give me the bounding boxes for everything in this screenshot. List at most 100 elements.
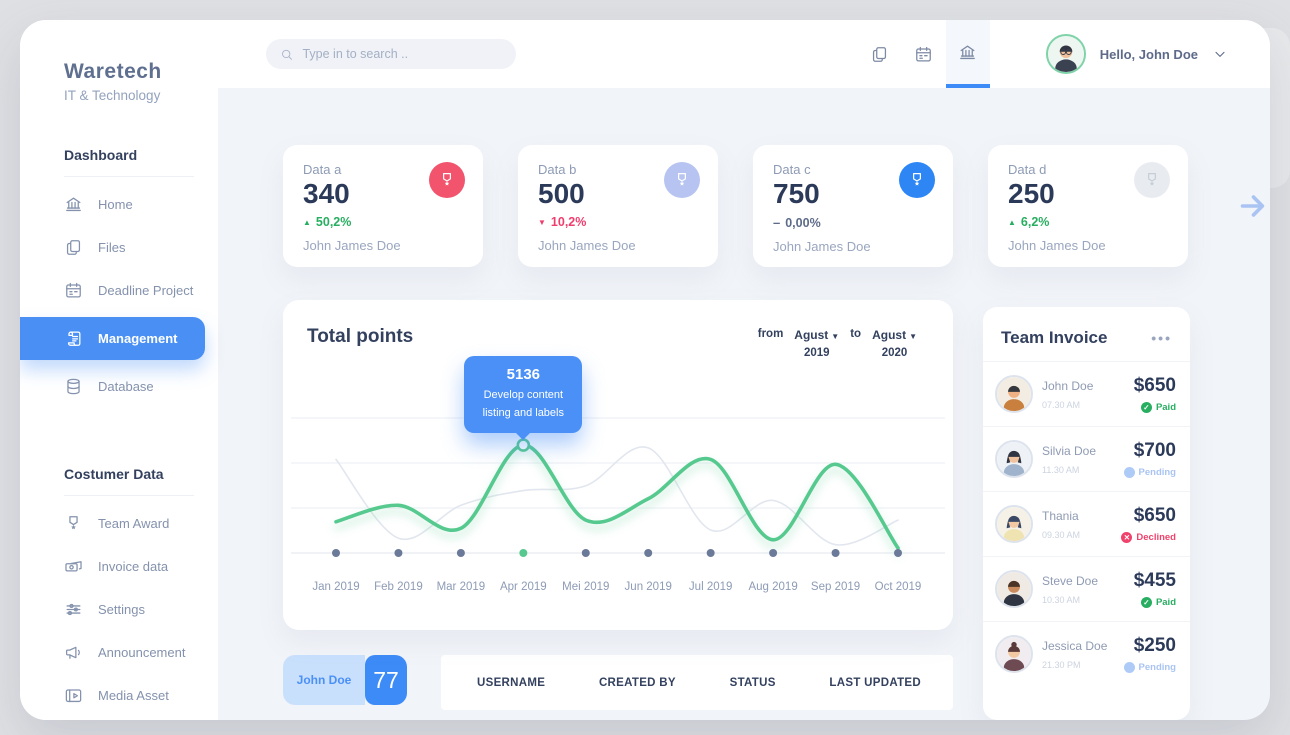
- stat-value: 340: [303, 178, 350, 209]
- search-input[interactable]: [302, 47, 502, 61]
- megaphone-icon: [64, 643, 83, 662]
- bank-icon: [64, 195, 83, 214]
- to-select[interactable]: Agust ▼ 2020: [872, 326, 917, 359]
- stat-card-data-c[interactable]: Data c 750 –0,00% John James Doe: [753, 145, 953, 267]
- status-paid-icon: ✓: [1140, 597, 1152, 608]
- invoice-amount: $455: [1133, 570, 1176, 591]
- chevron-down-icon[interactable]: [1212, 46, 1228, 62]
- tooltip-value: 5136: [506, 366, 541, 383]
- arrow-right-icon[interactable]: [1237, 189, 1270, 223]
- bottom-row: John Doe 77 USERNAME CREATED BY STATUS LAST…: [283, 655, 953, 710]
- avatar: [995, 505, 1033, 543]
- stat-owner: John James Doe: [773, 239, 871, 254]
- x-axis-label: Mar 2019: [437, 581, 486, 593]
- trend-flat-icon: –: [773, 215, 781, 230]
- status-badge: Pending: [1123, 467, 1176, 478]
- invoice-row-jessica-doe[interactable]: Jessica Doe 21.30 PM $250 Pending: [983, 621, 1190, 686]
- calendar-icon: [914, 45, 933, 64]
- table-column-created-by[interactable]: CREATED BY: [598, 676, 676, 689]
- date-range: from Agust ▼ 2019 to Agust ▼ 2020: [758, 326, 917, 359]
- logo: Waretech IT & Technology: [64, 60, 218, 103]
- chart-column: Total points from Agust ▼ 2019 to: [283, 300, 953, 710]
- month-dot[interactable]: [394, 549, 403, 557]
- user-score-chip[interactable]: John Doe 77: [283, 655, 407, 705]
- team-invoice-rows: John Doe 07.30 AM $650 ✓ Paid Silvia Doe 11.30…: [983, 361, 1190, 686]
- month-dot[interactable]: [769, 549, 778, 557]
- stat-card-data-a[interactable]: Data a 340 ▲ 50,2% John James Doe: [283, 145, 483, 267]
- medal-badge: [1134, 162, 1170, 198]
- status-badge: ✓ Paid: [1134, 402, 1176, 413]
- invoice-icon: [64, 557, 83, 576]
- table-column-last-updated[interactable]: LAST UPDATED: [829, 676, 921, 689]
- medal-icon: [1143, 171, 1161, 189]
- user-menu[interactable]: Hello, John Doe: [1045, 34, 1228, 74]
- media-icon: [64, 686, 83, 705]
- header-bank-button[interactable]: [945, 20, 990, 88]
- status-declined-icon: ✕: [1121, 532, 1133, 543]
- month-dot[interactable]: [332, 549, 340, 557]
- member-name: Jessica Doe: [1042, 638, 1108, 653]
- status-label: Paid: [1155, 402, 1176, 413]
- sidebar-item-invoice-data[interactable]: Invoice data: [20, 545, 218, 588]
- sidebar-item-settings[interactable]: Settings: [20, 588, 218, 631]
- invoice-time: 10.30 AM: [1042, 594, 1081, 605]
- sidebar-item-label: Invoice data: [98, 559, 169, 574]
- team-invoice-title: Team Invoice: [1001, 328, 1108, 347]
- stat-label: Data d: [1008, 162, 1047, 177]
- header-calendar-button[interactable]: [902, 20, 946, 88]
- from-month: Agust: [794, 328, 829, 342]
- sidebar-item-announcement[interactable]: Announcement: [20, 631, 218, 674]
- search-box[interactable]: [266, 39, 516, 69]
- from-select[interactable]: Agust ▼ 2019: [794, 326, 839, 359]
- sidebar-item-team-award[interactable]: Team Award: [20, 502, 218, 545]
- invoice-row-silvia-doe[interactable]: Silvia Doe 11.30 AM $700 Pending: [983, 426, 1190, 491]
- invoice-row-steve-doe[interactable]: Steve Doe 10.30 AM $455 ✓ Paid: [983, 556, 1190, 621]
- month-dot[interactable]: [519, 549, 528, 557]
- invoice-row-john-doe[interactable]: John Doe 07.30 AM $650 ✓ Paid: [983, 361, 1190, 426]
- app-window: Waretech IT & Technology Dashboard Home Fi…: [20, 20, 1270, 720]
- month-dot[interactable]: [894, 549, 902, 557]
- stat-label: Data b: [538, 162, 577, 177]
- dots-menu-icon[interactable]: •••: [1151, 330, 1172, 346]
- sidebar-item-files[interactable]: Files: [20, 226, 218, 269]
- avatar: [995, 375, 1033, 413]
- stat-card-data-b[interactable]: Data b 500 ▼ 10,2% John James Doe: [518, 145, 718, 267]
- series-total-points-line: [334, 443, 900, 550]
- highlight-marker[interactable]: [516, 438, 531, 452]
- sidebar-item-home[interactable]: Home: [20, 183, 218, 226]
- trend-up-icon: ▲: [303, 217, 311, 227]
- scroll-icon: [64, 329, 83, 348]
- line-chart[interactable]: Jan 2019 Feb 2019 Mar 2019 Apr 2019 Mei 2019…: [283, 388, 953, 623]
- x-axis-label: Jun 2019: [625, 581, 672, 593]
- stat-value: 500: [538, 178, 585, 209]
- month-dot[interactable]: [706, 549, 715, 557]
- x-axis-label: Mei 2019: [562, 581, 609, 593]
- stat-card-data-d[interactable]: Data d 250 ▲ 6,2% John James Doe: [988, 145, 1188, 267]
- caret-down-icon: ▼: [831, 332, 840, 341]
- status-badge: ✕ Declined: [1121, 532, 1176, 543]
- header-icon-buttons: [858, 20, 990, 88]
- sidebar-item-deadline-project[interactable]: Deadline Project: [20, 269, 218, 312]
- sidebar-item-media-asset[interactable]: Media Asset: [20, 674, 218, 717]
- member-name: Thania: [1042, 508, 1079, 523]
- month-dot[interactable]: [456, 549, 465, 557]
- sidebar-item-management[interactable]: Management: [20, 317, 205, 360]
- sidebar-item-database[interactable]: Database: [20, 365, 218, 408]
- invoice-row-thania[interactable]: Thania 09.30 AM $650 ✕ Declined: [983, 491, 1190, 556]
- header-files-button[interactable]: [858, 20, 902, 88]
- sidebar-item-label: Announcement: [98, 645, 186, 660]
- table-column-status[interactable]: STATUS: [729, 676, 776, 689]
- month-dot[interactable]: [644, 549, 653, 557]
- invoice-time: 09.30 AM: [1042, 529, 1081, 540]
- stat-value: 250: [1008, 178, 1055, 209]
- table-column-username[interactable]: USERNAME: [477, 676, 546, 689]
- stat-owner: John James Doe: [538, 238, 636, 253]
- month-dot[interactable]: [831, 549, 840, 557]
- greeting: Hello, John Doe: [1099, 46, 1198, 62]
- status-pending-icon: [1123, 662, 1135, 673]
- invoice-amount: $250: [1133, 635, 1176, 656]
- x-axis-label: Feb 2019: [374, 581, 423, 593]
- sidebar-item-label: Team Award: [98, 516, 170, 531]
- month-dot[interactable]: [581, 549, 590, 557]
- divider: [64, 176, 194, 177]
